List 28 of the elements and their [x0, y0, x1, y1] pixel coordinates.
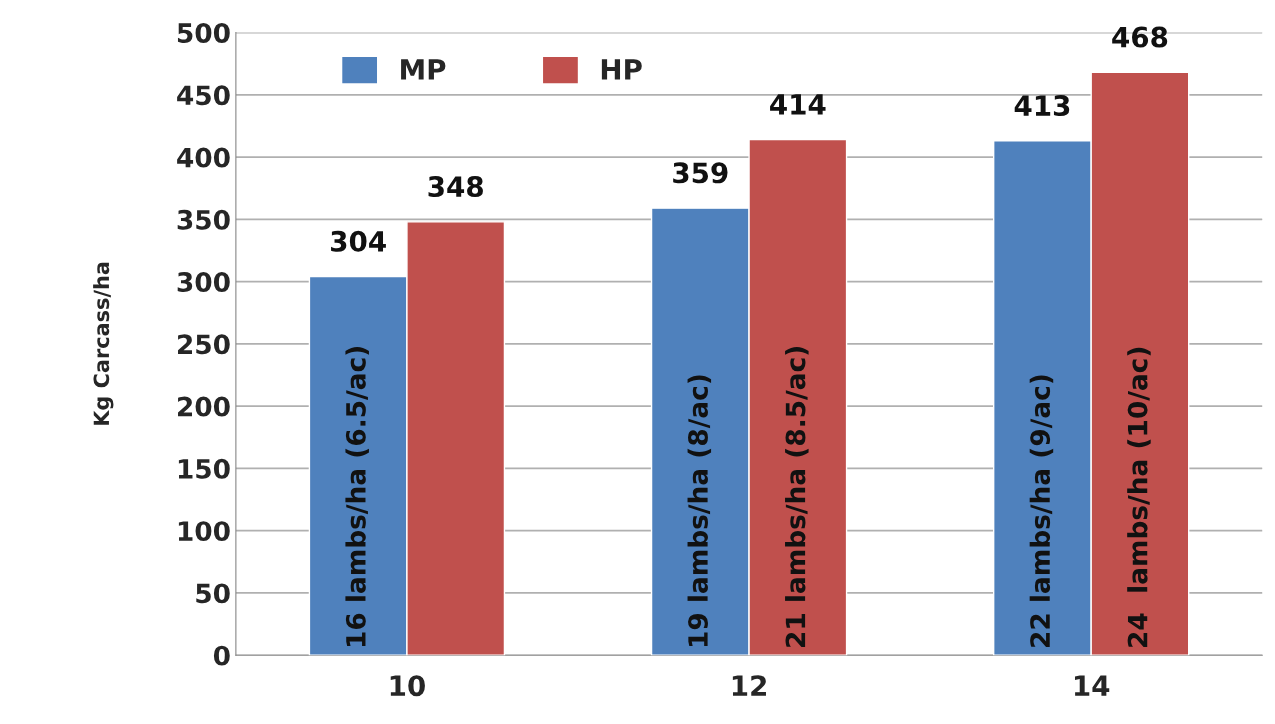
- y-tick-label: 50: [196, 583, 230, 604]
- data-label: 468: [1112, 26, 1168, 48]
- annotation: 24 lambs/ha (10/ac): [1127, 347, 1151, 647]
- y-tick-label: 250: [178, 334, 230, 355]
- x-tick-label: 12: [732, 675, 766, 696]
- data-label: 304: [331, 230, 386, 252]
- y-tick-label: 150: [178, 458, 230, 479]
- data-label: 348: [428, 176, 483, 198]
- y-tick-label: 400: [177, 147, 230, 168]
- legend-label: HP: [601, 59, 642, 80]
- annotation: 16 lambs/ha (6.5/ac): [345, 347, 369, 647]
- annotation: 21 lambs/ha (8.5/ac): [785, 347, 809, 647]
- y-tick-label: 450: [177, 85, 230, 106]
- y-tick-label: 300: [177, 272, 230, 293]
- y-tick-label: 500: [177, 23, 230, 43]
- data-label: 414: [770, 94, 826, 115]
- annotation: 22 lambs/ha (9/ac): [1029, 375, 1054, 647]
- data-label: 359: [673, 162, 728, 184]
- legend-label: MP: [401, 59, 446, 80]
- y-tick-label: 200: [178, 396, 230, 417]
- x-tick-label: 10: [390, 675, 425, 697]
- y-axis-title: Kg Carcass/ha: [93, 262, 114, 425]
- y-tick-label: 100: [178, 521, 230, 542]
- y-tick-label: 350: [177, 209, 230, 230]
- y-tick-label: 0: [213, 645, 230, 666]
- annotation: 19 lambs/ha (8/ac): [687, 375, 712, 647]
- x-tick-label: 14: [1074, 675, 1110, 696]
- data-label: 413: [1014, 95, 1070, 117]
